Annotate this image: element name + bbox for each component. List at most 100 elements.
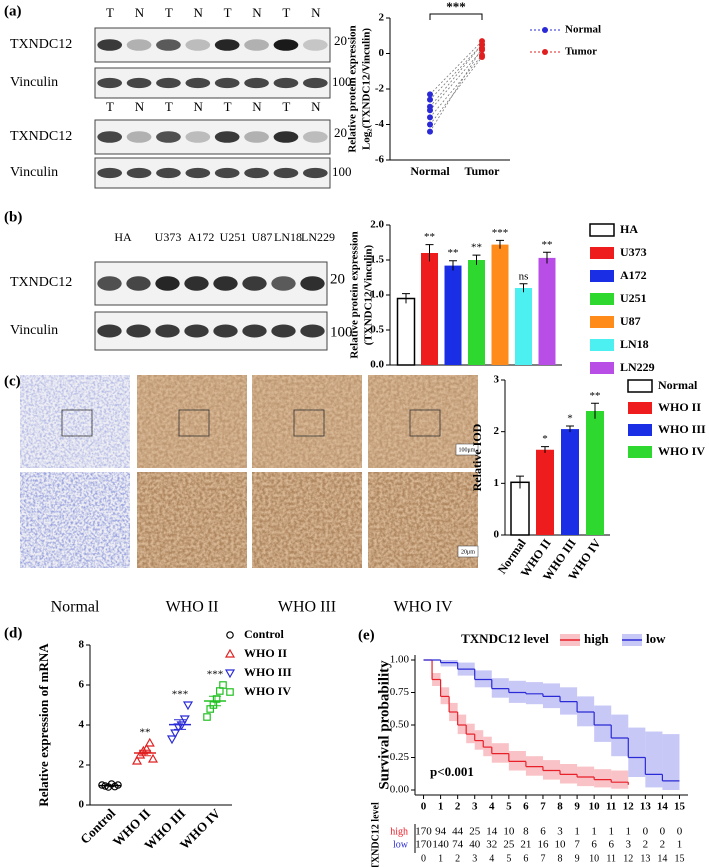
x-tick-label: Tumor [465,164,501,178]
blot-band [184,276,209,291]
legend-label: Control [244,627,284,641]
risk-count: 0 [643,826,649,838]
confidence-band [577,696,595,727]
lane-label: N [194,5,204,20]
roi-box [178,409,210,437]
blot-band [126,39,152,51]
blot-band [271,276,296,291]
blot-band [185,131,211,143]
ihc-texture [20,375,130,468]
bar [538,257,556,365]
legend-swatch [590,339,614,351]
data-point [226,688,234,696]
confidence-band [440,687,450,705]
blot-band [302,131,328,143]
y-tick-label: 4 [79,719,85,731]
x-tick-label: Normal [410,164,450,178]
confidence-band [645,731,663,788]
y-tick-label: 1.00 [390,654,410,666]
risk-count: 3 [557,826,563,838]
risk-count: 14 [486,826,498,838]
risk-x-tick-label: 13 [640,853,650,864]
ihc-texture [252,375,362,468]
blot-band [213,324,238,338]
legend-label: high [584,631,609,646]
roi-box [293,409,325,437]
blot-band [126,167,152,179]
legend-label: Normal [565,24,601,36]
blot-band [97,77,123,89]
risk-count: 94 [435,826,447,838]
blot-band [273,167,299,179]
blot-band [155,276,180,291]
data-point [144,737,155,747]
lane-label: N [135,99,145,114]
blot-band [214,77,240,89]
legend-swatch [589,223,615,237]
panel-label: (b) [4,209,22,225]
y-tick-label: 0.50 [390,719,410,731]
lane-label: N [252,99,262,114]
blot-band [214,131,240,143]
lane-label: LN229 [301,230,335,244]
y-axis-label: Log₂(TXNDC12/Vinculin) [361,28,373,150]
y-tick-label: 0.25 [390,751,410,763]
x-tick-label: 7 [540,801,546,813]
risk-x-tick-label: 11 [606,853,616,864]
risk-table-title: TXNDC12 level [370,802,381,867]
row-label: Vinculin [10,75,58,90]
bar [515,288,532,365]
y-tick-label: 0 [494,529,500,541]
risk-x-tick-label: 6 [523,853,528,864]
confidence-band [440,660,458,667]
y-tick-label: 1.0 [370,289,384,301]
bar [444,265,462,365]
legend-title: TXNDC12 level [461,631,549,646]
blot-band [302,167,328,179]
significance: * [567,413,573,425]
legend-swatch [627,379,653,393]
pair-line [429,44,483,100]
risk-count: 7 [574,839,580,851]
data-point [224,648,236,658]
lane-label: A172 [188,230,215,244]
data-point [182,701,194,711]
legend-label: low [646,631,666,646]
confidence-band [525,756,543,776]
ihc-texture [137,375,247,468]
bar [491,244,509,365]
lane-label: T [224,99,232,114]
risk-count: 25 [503,839,515,851]
y-axis-label: Relative protein expression [347,25,359,152]
blot-band [300,276,325,291]
blot-band [242,276,267,291]
sig-bracket [429,13,483,20]
blot-band [126,77,152,89]
confidence-band [457,714,467,735]
data-point [219,681,227,689]
confidence-band [466,723,475,744]
bar [396,297,416,366]
risk-count: 140 [432,839,449,851]
significance: *** [172,689,189,701]
risk-count: 0 [660,826,666,838]
significance: *** [207,669,224,681]
confidence-band [474,730,484,750]
risk-count: 1 [677,839,683,851]
legend-label: WHO III [658,422,706,436]
y-tick-label: 0.0 [370,359,384,371]
legend-swatch [590,247,614,259]
data-point [427,114,433,121]
blot-band [156,167,181,179]
error-bar [566,425,574,433]
mw-marker: 100 [332,74,352,89]
x-tick-label: 1 [438,801,444,813]
blot-band [244,167,269,179]
confidence-band [611,714,629,757]
blot-band [97,39,123,51]
risk-x-tick-label: 0 [421,853,426,864]
blot-band [97,324,122,338]
